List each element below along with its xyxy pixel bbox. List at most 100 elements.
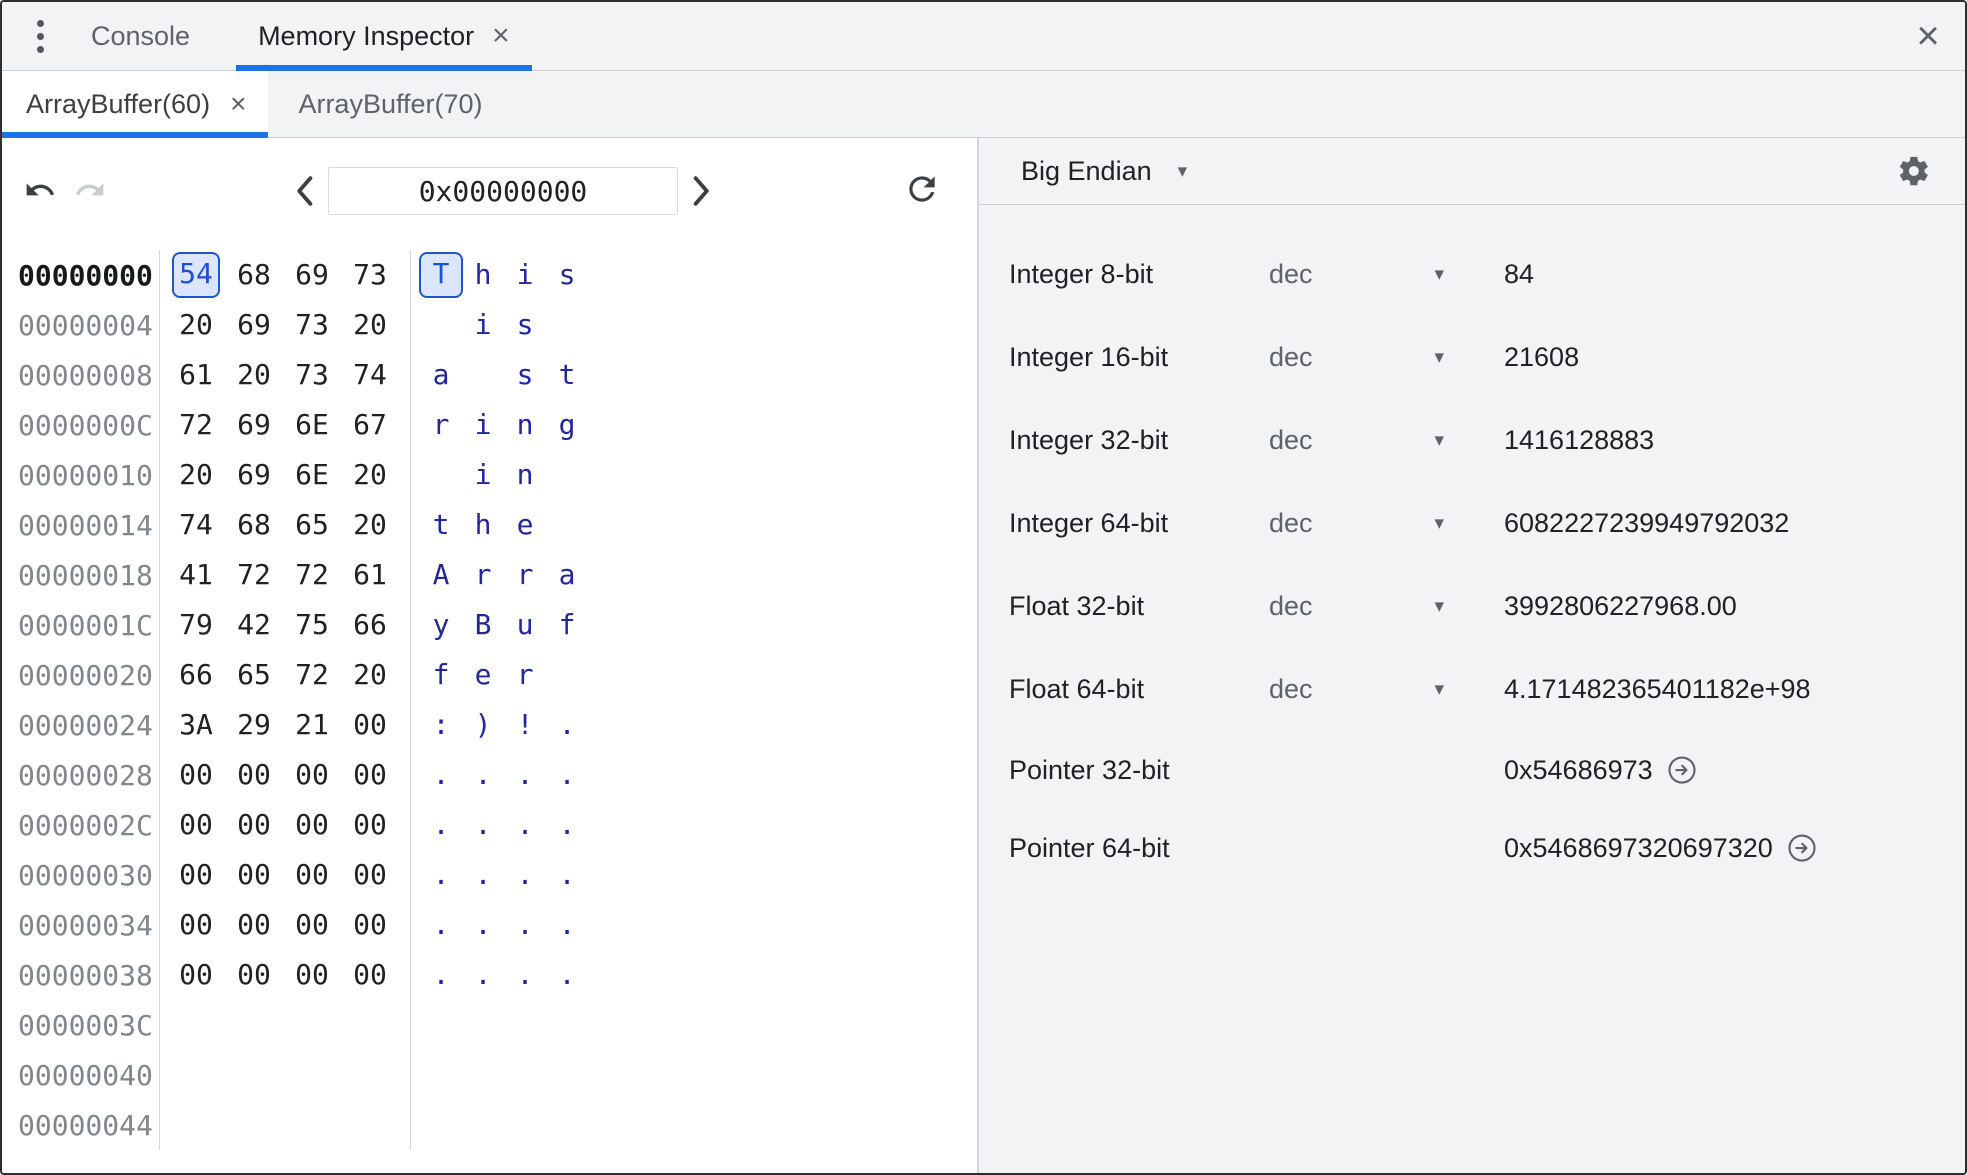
- ascii-char[interactable]: [427, 304, 455, 346]
- ascii-char[interactable]: y: [432, 608, 450, 641]
- hex-byte[interactable]: 69: [295, 258, 329, 291]
- ascii-char[interactable]: f: [558, 608, 576, 641]
- ascii-char[interactable]: r: [432, 408, 450, 441]
- format-select[interactable]: dec ▾: [1269, 259, 1504, 290]
- hex-byte[interactable]: 00: [179, 808, 213, 841]
- hex-byte-selected[interactable]: 54: [172, 252, 220, 298]
- hex-byte[interactable]: 69: [237, 408, 271, 441]
- hex-byte[interactable]: 20: [353, 458, 387, 491]
- ascii-char[interactable]: a: [432, 358, 450, 391]
- hex-byte[interactable]: 00: [353, 958, 387, 991]
- ascii-char[interactable]: .: [516, 908, 534, 941]
- hex-byte[interactable]: 00: [353, 808, 387, 841]
- refresh-icon[interactable]: [903, 170, 941, 208]
- previous-page-icon[interactable]: [294, 175, 314, 207]
- ascii-char[interactable]: s: [516, 358, 534, 391]
- jump-to-address-icon[interactable]: [1787, 833, 1817, 863]
- ascii-char[interactable]: t: [432, 508, 450, 541]
- hex-byte[interactable]: 61: [353, 558, 387, 591]
- hex-byte[interactable]: 73: [295, 308, 329, 341]
- ascii-char[interactable]: s: [516, 308, 534, 341]
- ascii-char[interactable]: n: [516, 408, 534, 441]
- hex-byte[interactable]: 20: [353, 658, 387, 691]
- ascii-char[interactable]: r: [474, 558, 492, 591]
- ascii-char[interactable]: f: [432, 658, 450, 691]
- tab-arraybuffer-70[interactable]: ArrayBuffer(70): [272, 71, 508, 137]
- hex-byte[interactable]: 00: [237, 808, 271, 841]
- tab-console[interactable]: Console: [69, 2, 212, 70]
- format-select[interactable]: dec ▾: [1269, 342, 1504, 373]
- hex-byte[interactable]: 3A: [179, 708, 213, 741]
- hex-byte[interactable]: 6E: [295, 408, 329, 441]
- ascii-char[interactable]: .: [432, 958, 450, 991]
- hex-byte[interactable]: 69: [237, 308, 271, 341]
- ascii-char[interactable]: [553, 304, 581, 346]
- hex-byte[interactable]: 00: [353, 858, 387, 891]
- ascii-char[interactable]: .: [432, 758, 450, 791]
- hex-byte[interactable]: 73: [295, 358, 329, 391]
- hex-byte[interactable]: 42: [237, 608, 271, 641]
- hex-byte[interactable]: 67: [353, 408, 387, 441]
- hex-byte[interactable]: 72: [237, 558, 271, 591]
- hex-byte[interactable]: 00: [353, 908, 387, 941]
- ascii-char[interactable]: a: [558, 558, 576, 591]
- ascii-char[interactable]: .: [474, 858, 492, 891]
- ascii-char[interactable]: A: [432, 558, 450, 591]
- ascii-char[interactable]: [553, 504, 581, 546]
- hex-byte[interactable]: 00: [353, 708, 387, 741]
- redo-icon[interactable]: [74, 174, 106, 206]
- hex-byte[interactable]: 00: [237, 908, 271, 941]
- hex-byte[interactable]: 00: [295, 908, 329, 941]
- ascii-char[interactable]: i: [474, 458, 492, 491]
- ascii-char[interactable]: .: [474, 908, 492, 941]
- hex-byte[interactable]: 00: [179, 908, 213, 941]
- ascii-char[interactable]: [469, 354, 497, 396]
- hex-byte[interactable]: 75: [295, 608, 329, 641]
- ascii-char[interactable]: [427, 454, 455, 496]
- hex-byte[interactable]: 20: [179, 458, 213, 491]
- format-select[interactable]: dec ▾: [1269, 591, 1504, 622]
- ascii-char[interactable]: .: [516, 808, 534, 841]
- ascii-char[interactable]: i: [516, 258, 534, 291]
- hex-byte[interactable]: 00: [295, 958, 329, 991]
- ascii-char[interactable]: .: [474, 958, 492, 991]
- hex-byte[interactable]: 72: [295, 558, 329, 591]
- ascii-char[interactable]: e: [516, 508, 534, 541]
- ascii-char[interactable]: .: [516, 958, 534, 991]
- ascii-char[interactable]: :: [432, 708, 450, 741]
- ascii-char[interactable]: B: [474, 608, 492, 641]
- hex-byte[interactable]: 00: [295, 858, 329, 891]
- hex-byte[interactable]: 65: [237, 658, 271, 691]
- ascii-char[interactable]: r: [516, 558, 534, 591]
- ascii-char[interactable]: .: [474, 758, 492, 791]
- hex-byte[interactable]: 69: [237, 458, 271, 491]
- ascii-char[interactable]: i: [474, 408, 492, 441]
- hex-byte[interactable]: 00: [237, 958, 271, 991]
- hex-byte[interactable]: 73: [353, 258, 387, 291]
- ascii-char-selected[interactable]: T: [419, 252, 463, 298]
- hex-byte[interactable]: 66: [353, 608, 387, 641]
- ascii-char[interactable]: e: [474, 658, 492, 691]
- ascii-char[interactable]: .: [558, 858, 576, 891]
- ascii-char[interactable]: [553, 454, 581, 496]
- ascii-char[interactable]: t: [558, 358, 576, 391]
- format-select[interactable]: dec ▾: [1269, 674, 1504, 705]
- close-tab-icon[interactable]: ×: [492, 19, 510, 52]
- ascii-char[interactable]: h: [474, 258, 492, 291]
- hex-byte[interactable]: 61: [179, 358, 213, 391]
- ascii-char[interactable]: n: [516, 458, 534, 491]
- hex-byte[interactable]: 29: [237, 708, 271, 741]
- ascii-char[interactable]: .: [558, 808, 576, 841]
- hex-byte[interactable]: 79: [179, 608, 213, 641]
- ascii-char[interactable]: g: [558, 408, 576, 441]
- close-tab-icon[interactable]: ×: [230, 88, 247, 119]
- ascii-char[interactable]: .: [474, 808, 492, 841]
- hex-byte[interactable]: 68: [237, 258, 271, 291]
- hex-byte[interactable]: 72: [295, 658, 329, 691]
- hex-byte[interactable]: 00: [295, 808, 329, 841]
- hex-byte[interactable]: 00: [353, 758, 387, 791]
- format-select[interactable]: dec ▾: [1269, 508, 1504, 539]
- hex-byte[interactable]: 00: [179, 958, 213, 991]
- ascii-char[interactable]: .: [558, 908, 576, 941]
- ascii-char[interactable]: .: [558, 958, 576, 991]
